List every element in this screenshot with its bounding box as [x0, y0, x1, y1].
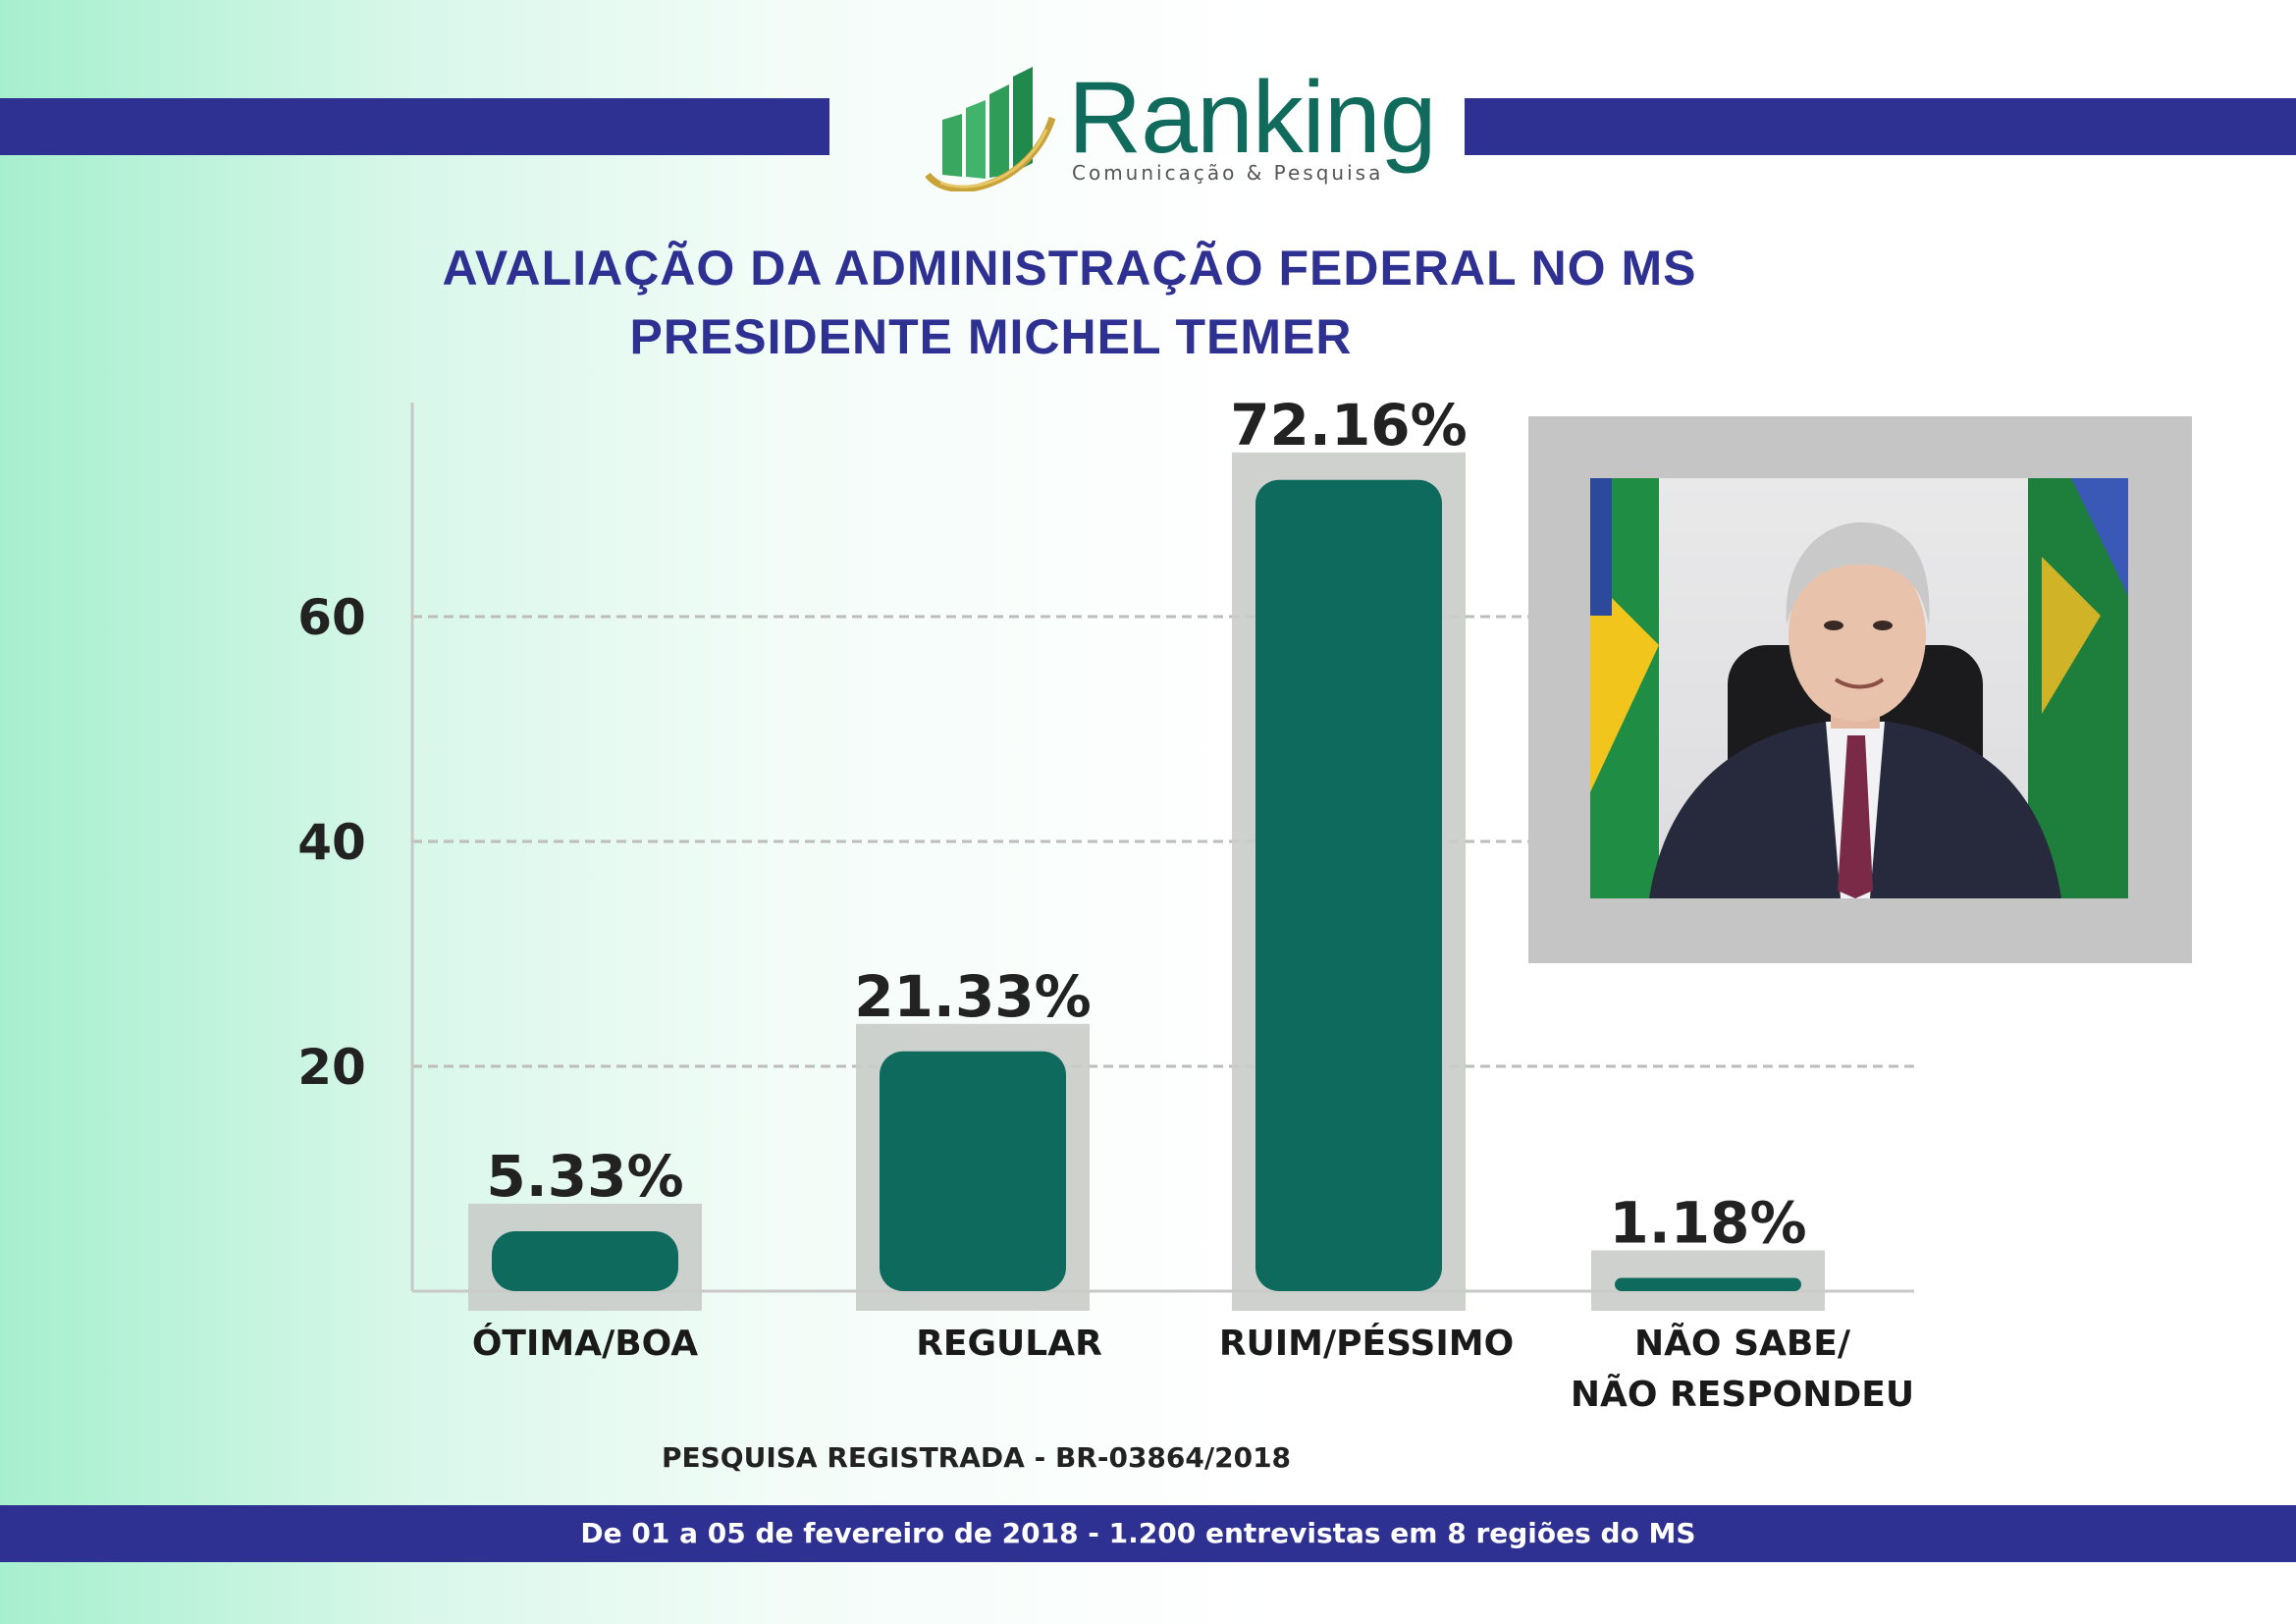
- bar-3: [1615, 1277, 1801, 1291]
- category-label-3-line1: NÃO RESPONDEU: [1571, 1374, 1914, 1415]
- registration-note: PESQUISA REGISTRADA - BR-03864/2018: [0, 1441, 2296, 1474]
- value-label-3: 1.18%: [1609, 1189, 1806, 1256]
- bar-1: [880, 1051, 1066, 1291]
- top-band-left: [0, 98, 829, 155]
- y-tick-label-40: 40: [297, 814, 366, 871]
- bar-0: [492, 1230, 678, 1291]
- chart-title-line1: AVALIAÇÃO DA ADMINISTRAÇÃO FEDERAL NO MS: [442, 241, 1697, 296]
- category-label-2: RUIM/PÉSSIMO: [1219, 1323, 1514, 1364]
- value-label-1: 21.33%: [854, 963, 1092, 1030]
- portrait-photo: [1590, 478, 2128, 898]
- category-label-3-line0: NÃO SABE/: [1634, 1323, 1851, 1364]
- value-label-2: 72.16%: [1230, 392, 1468, 459]
- value-label-0: 5.33%: [486, 1143, 683, 1210]
- photo-frame: [1528, 416, 2192, 963]
- bar-chart-logo-icon: [925, 67, 1056, 191]
- category-label-0: ÓTIMA/BOA: [472, 1323, 698, 1364]
- brand-tagline: Comunicação & Pesquisa: [1072, 161, 1384, 185]
- y-tick-label-60: 60: [297, 589, 366, 646]
- brand-name: Ranking: [1068, 61, 1437, 175]
- top-band-right: [1465, 98, 2296, 155]
- bottom-band: De 01 a 05 de fevereiro de 2018 - 1.200 …: [0, 1505, 2296, 1562]
- y-tick-label-20: 20: [297, 1039, 366, 1096]
- survey-details: De 01 a 05 de fevereiro de 2018 - 1.200 …: [580, 1517, 1696, 1549]
- category-label-1: REGULAR: [916, 1324, 1102, 1364]
- portrait-illustration: [1590, 478, 2128, 898]
- registration-text: PESQUISA REGISTRADA - BR-03864/2018: [661, 1441, 1292, 1474]
- chart-title-line2: PRESIDENTE MICHEL TEMER: [629, 309, 1353, 364]
- bar-2: [1255, 479, 1442, 1291]
- brand-logo: Ranking Comunicação & Pesquisa: [923, 59, 1437, 191]
